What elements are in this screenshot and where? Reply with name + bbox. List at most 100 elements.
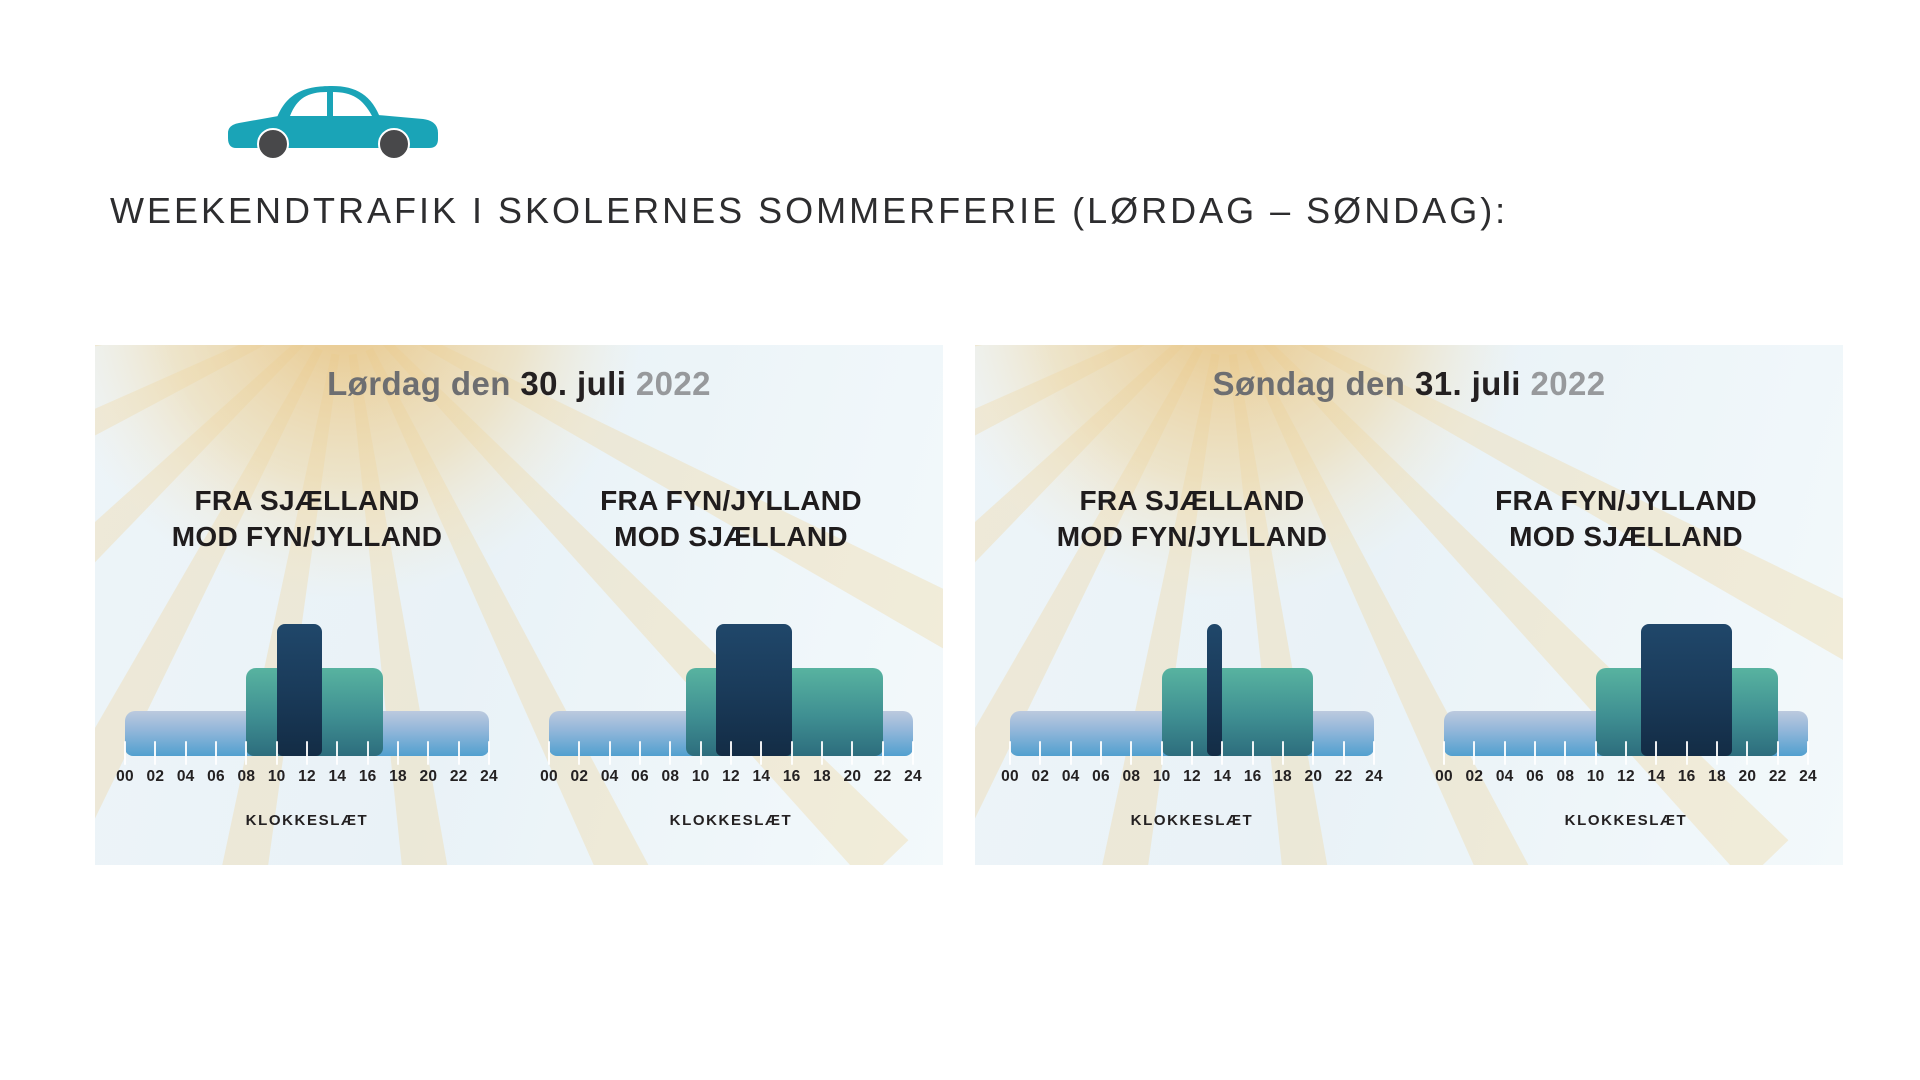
axis-tick: [427, 741, 430, 765]
axis-tick: [1100, 741, 1102, 765]
axis-tick: [578, 741, 581, 765]
panel-saturday: Lørdag den 30. juli 2022 FRA SJÆLLAND MO…: [95, 345, 943, 865]
chart-heading-line2: MOD FYN/JYLLAND: [1056, 520, 1328, 552]
axis-tick: [1685, 741, 1688, 765]
axis-tick: [1503, 741, 1506, 765]
bar-segment-high: [715, 624, 792, 756]
axis-tick: [1807, 741, 1809, 765]
panel-date-sunday: Søndag den 31. juli 2022: [975, 365, 1843, 403]
axis-tick: [821, 741, 823, 765]
axis-tick: [699, 741, 702, 765]
axis-tick: [245, 741, 248, 765]
chart-heading-line1: FRA FYN/JYLLAND: [1495, 485, 1757, 516]
page-title: WEEKENDTRAFIK I SKOLERNES SOMMERFERIE (L…: [110, 190, 1509, 231]
axis-tick: [548, 741, 550, 765]
chart-heading-line2: MOD SJÆLLAND: [614, 520, 848, 552]
timeline-bars: [1443, 621, 1809, 765]
axis-tick: [154, 741, 157, 765]
chart-heading: FRA FYN/JYLLAND MOD SJÆLLAND: [600, 483, 862, 559]
axis-tick: [1776, 741, 1779, 765]
axis-tick: [1443, 741, 1445, 765]
chart-sat-fyn-to-sjaelland: FRA FYN/JYLLAND MOD SJÆLLAND 00 02 04 06 08 1…: [519, 483, 943, 829]
tick-label: 08: [1122, 768, 1141, 785]
axis-tick: [366, 741, 369, 765]
tick-label: 06: [207, 768, 225, 785]
axis-tick: [275, 741, 278, 765]
axis-tick: [639, 741, 641, 765]
car-wheel-front: [257, 128, 289, 160]
axis-tick: [1039, 741, 1042, 765]
tick-label: 24: [480, 768, 498, 785]
chart-heading-line2: MOD SJÆLLAND: [1509, 520, 1743, 552]
chart-sun-sjaelland-to-fyn: FRA SJÆLLAND MOD FYN/JYLLAND 00 02 04 06 08 1…: [975, 483, 1409, 829]
tick-label: 18: [1274, 768, 1292, 785]
bar-segment-high: [1641, 624, 1733, 756]
chart-heading-line1: FRA SJÆLLAND: [1079, 485, 1305, 516]
date-day: 31. juli: [1414, 365, 1521, 402]
tick-label: 12: [722, 768, 740, 785]
date-weekday: Søndag den: [1212, 365, 1406, 402]
tick-label: 20: [1304, 768, 1323, 785]
bar-segment-medium: [1161, 668, 1314, 756]
chart-heading-line1: FRA FYN/JYLLAND: [600, 485, 862, 516]
axis-tick: [1191, 741, 1193, 765]
chart-sat-sjaelland-to-fyn: FRA SJÆLLAND MOD FYN/JYLLAND 00 02 04 06 08 1…: [95, 483, 519, 829]
axis-tick: [215, 741, 217, 765]
axis-tick: [851, 741, 854, 765]
axis-tick: [1282, 741, 1284, 765]
car-wheel-rear: [378, 128, 410, 160]
axis-tick: [336, 741, 339, 765]
tick-label: 10: [1152, 768, 1171, 785]
tick-label: 20: [419, 768, 438, 785]
tick-label: 00: [1435, 768, 1453, 785]
tick-label: 24: [1799, 768, 1817, 785]
axis-tick: [457, 741, 460, 765]
tick-label: 14: [752, 768, 771, 785]
date-day: 30. juli: [520, 365, 627, 402]
chart-sun-fyn-to-sjaelland: FRA FYN/JYLLAND MOD SJÆLLAND 00 02 04 06 08 1…: [1409, 483, 1843, 829]
tick-label: 04: [1495, 768, 1514, 785]
axis-tick: [1009, 741, 1011, 765]
chart-heading-line1: FRA SJÆLLAND: [194, 485, 420, 516]
tick-label: 04: [1061, 768, 1080, 785]
axis-label: KLOKKESLÆT: [1564, 812, 1688, 829]
axis-tick: [912, 741, 914, 765]
tick-label: 20: [1738, 768, 1757, 785]
axis-tick-labels: 00 02 04 06 08 10 12 14 16 18 20 22 24: [540, 768, 921, 788]
tick-label: 06: [631, 768, 649, 785]
tick-label: 20: [843, 768, 862, 785]
tick-label: 00: [540, 768, 558, 785]
tick-label: 22: [1768, 768, 1787, 785]
tick-label: 16: [358, 768, 377, 785]
tick-label: 12: [1183, 768, 1201, 785]
chart-heading: FRA SJÆLLAND MOD FYN/JYLLAND: [172, 483, 443, 559]
axis-tick: [1625, 741, 1627, 765]
axis-tick: [790, 741, 793, 765]
axis-tick: [669, 741, 672, 765]
axis-tick: [306, 741, 308, 765]
axis-tick: [1160, 741, 1163, 765]
tick-label: 02: [570, 768, 589, 785]
tick-label: 24: [904, 768, 922, 785]
chart-heading: FRA SJÆLLAND MOD FYN/JYLLAND: [1057, 483, 1328, 559]
tick-label: 22: [449, 768, 468, 785]
tick-label: 12: [298, 768, 316, 785]
tick-label: 18: [389, 768, 407, 785]
axis-tick: [488, 741, 490, 765]
chart-heading-line2: MOD FYN/JYLLAND: [171, 520, 443, 552]
tick-label: 18: [813, 768, 831, 785]
tick-label: 14: [328, 768, 347, 785]
tick-label: 16: [782, 768, 801, 785]
axis-tick: [730, 741, 732, 765]
tick-label: 14: [1213, 768, 1232, 785]
tick-label: 04: [600, 768, 619, 785]
tick-label: 12: [1617, 768, 1635, 785]
axis-tick: [1069, 741, 1072, 765]
axis-tick: [124, 741, 126, 765]
tick-label: 14: [1647, 768, 1666, 785]
tick-label: 24: [1365, 768, 1383, 785]
tick-label: 10: [1586, 768, 1605, 785]
date-year: 2022: [1530, 365, 1606, 402]
tick-label: 02: [1465, 768, 1484, 785]
